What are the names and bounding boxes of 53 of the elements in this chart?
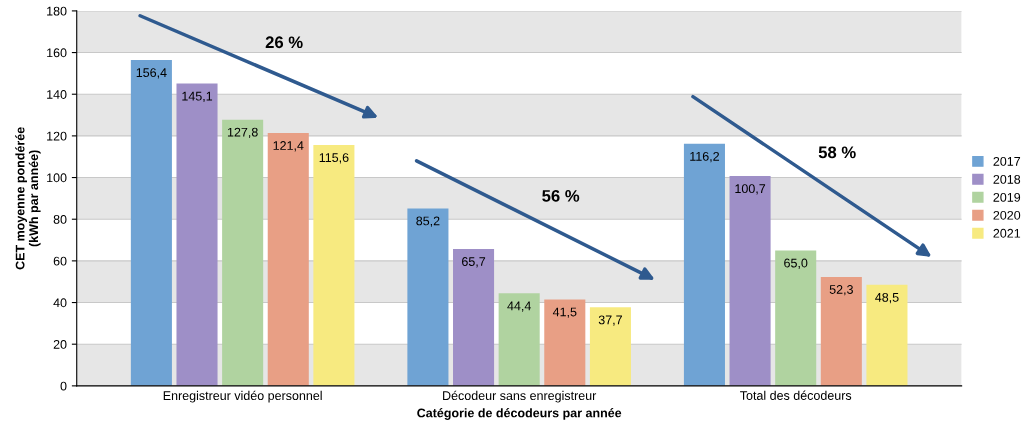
legend-label: 2017 bbox=[993, 156, 1021, 166]
y-tick-label: 180 bbox=[47, 6, 67, 16]
annotation: 56 % bbox=[542, 189, 580, 202]
x-tick-label: Décodeur sans enregistreur bbox=[443, 390, 597, 403]
data-label: 100,7 bbox=[735, 184, 766, 195]
data-label: 121,4 bbox=[273, 141, 304, 152]
data-label: 65,7 bbox=[462, 257, 486, 268]
y-tick-label: 100 bbox=[47, 173, 67, 183]
legend-label: 2019 bbox=[993, 192, 1021, 202]
bar bbox=[407, 208, 449, 386]
x-axis-title: Catégorie de décodeurs par année bbox=[417, 408, 622, 420]
x-tick-label: Total des décodeurs bbox=[740, 390, 852, 400]
data-label: 48,5 bbox=[875, 292, 899, 304]
data-label: 145,1 bbox=[182, 91, 213, 103]
data-label: 37,7 bbox=[598, 315, 622, 326]
y-tick-label: 140 bbox=[47, 90, 67, 99]
bar bbox=[267, 132, 309, 386]
bar bbox=[544, 299, 586, 386]
y-tick-label: 0 bbox=[60, 381, 67, 391]
bar bbox=[866, 284, 908, 386]
y-tick-label: 120 bbox=[47, 131, 67, 141]
data-label: 44,4 bbox=[507, 301, 531, 312]
y-tick-label: 160 bbox=[47, 48, 67, 58]
legend-label: 2020 bbox=[993, 210, 1021, 220]
data-label: 85,2 bbox=[416, 216, 440, 227]
data-label: 41,5 bbox=[552, 307, 577, 318]
bar bbox=[589, 307, 631, 386]
y-tick-label: 60 bbox=[53, 256, 67, 266]
bar bbox=[683, 143, 725, 386]
bar bbox=[729, 176, 771, 386]
annotation: 58 % bbox=[818, 146, 856, 159]
data-label: 52,3 bbox=[829, 285, 853, 296]
x-tick-label: Enregistreur vidéo personnel bbox=[163, 390, 322, 403]
annotation: 26 % bbox=[265, 36, 303, 49]
legend-label: 2021 bbox=[993, 228, 1021, 238]
y-axis-title: CET moyenne pondérée (kWh par année) bbox=[15, 127, 41, 270]
bar bbox=[775, 250, 817, 386]
legend-label: 2018 bbox=[993, 174, 1021, 184]
bar bbox=[130, 60, 172, 386]
bar bbox=[222, 119, 264, 386]
bar bbox=[453, 249, 495, 386]
data-label: 156,4 bbox=[136, 68, 167, 79]
bar bbox=[313, 145, 355, 386]
bar bbox=[176, 83, 218, 386]
y-tick-label: 20 bbox=[53, 340, 67, 349]
data-label: 116,2 bbox=[690, 151, 719, 163]
data-label: 127,8 bbox=[227, 127, 258, 139]
y-tick-label: 80 bbox=[53, 215, 67, 224]
y-tick-label: 40 bbox=[53, 298, 67, 308]
data-label: 115,6 bbox=[319, 153, 349, 164]
bar bbox=[498, 293, 540, 386]
bar bbox=[820, 276, 862, 386]
data-label: 65,0 bbox=[784, 258, 808, 269]
